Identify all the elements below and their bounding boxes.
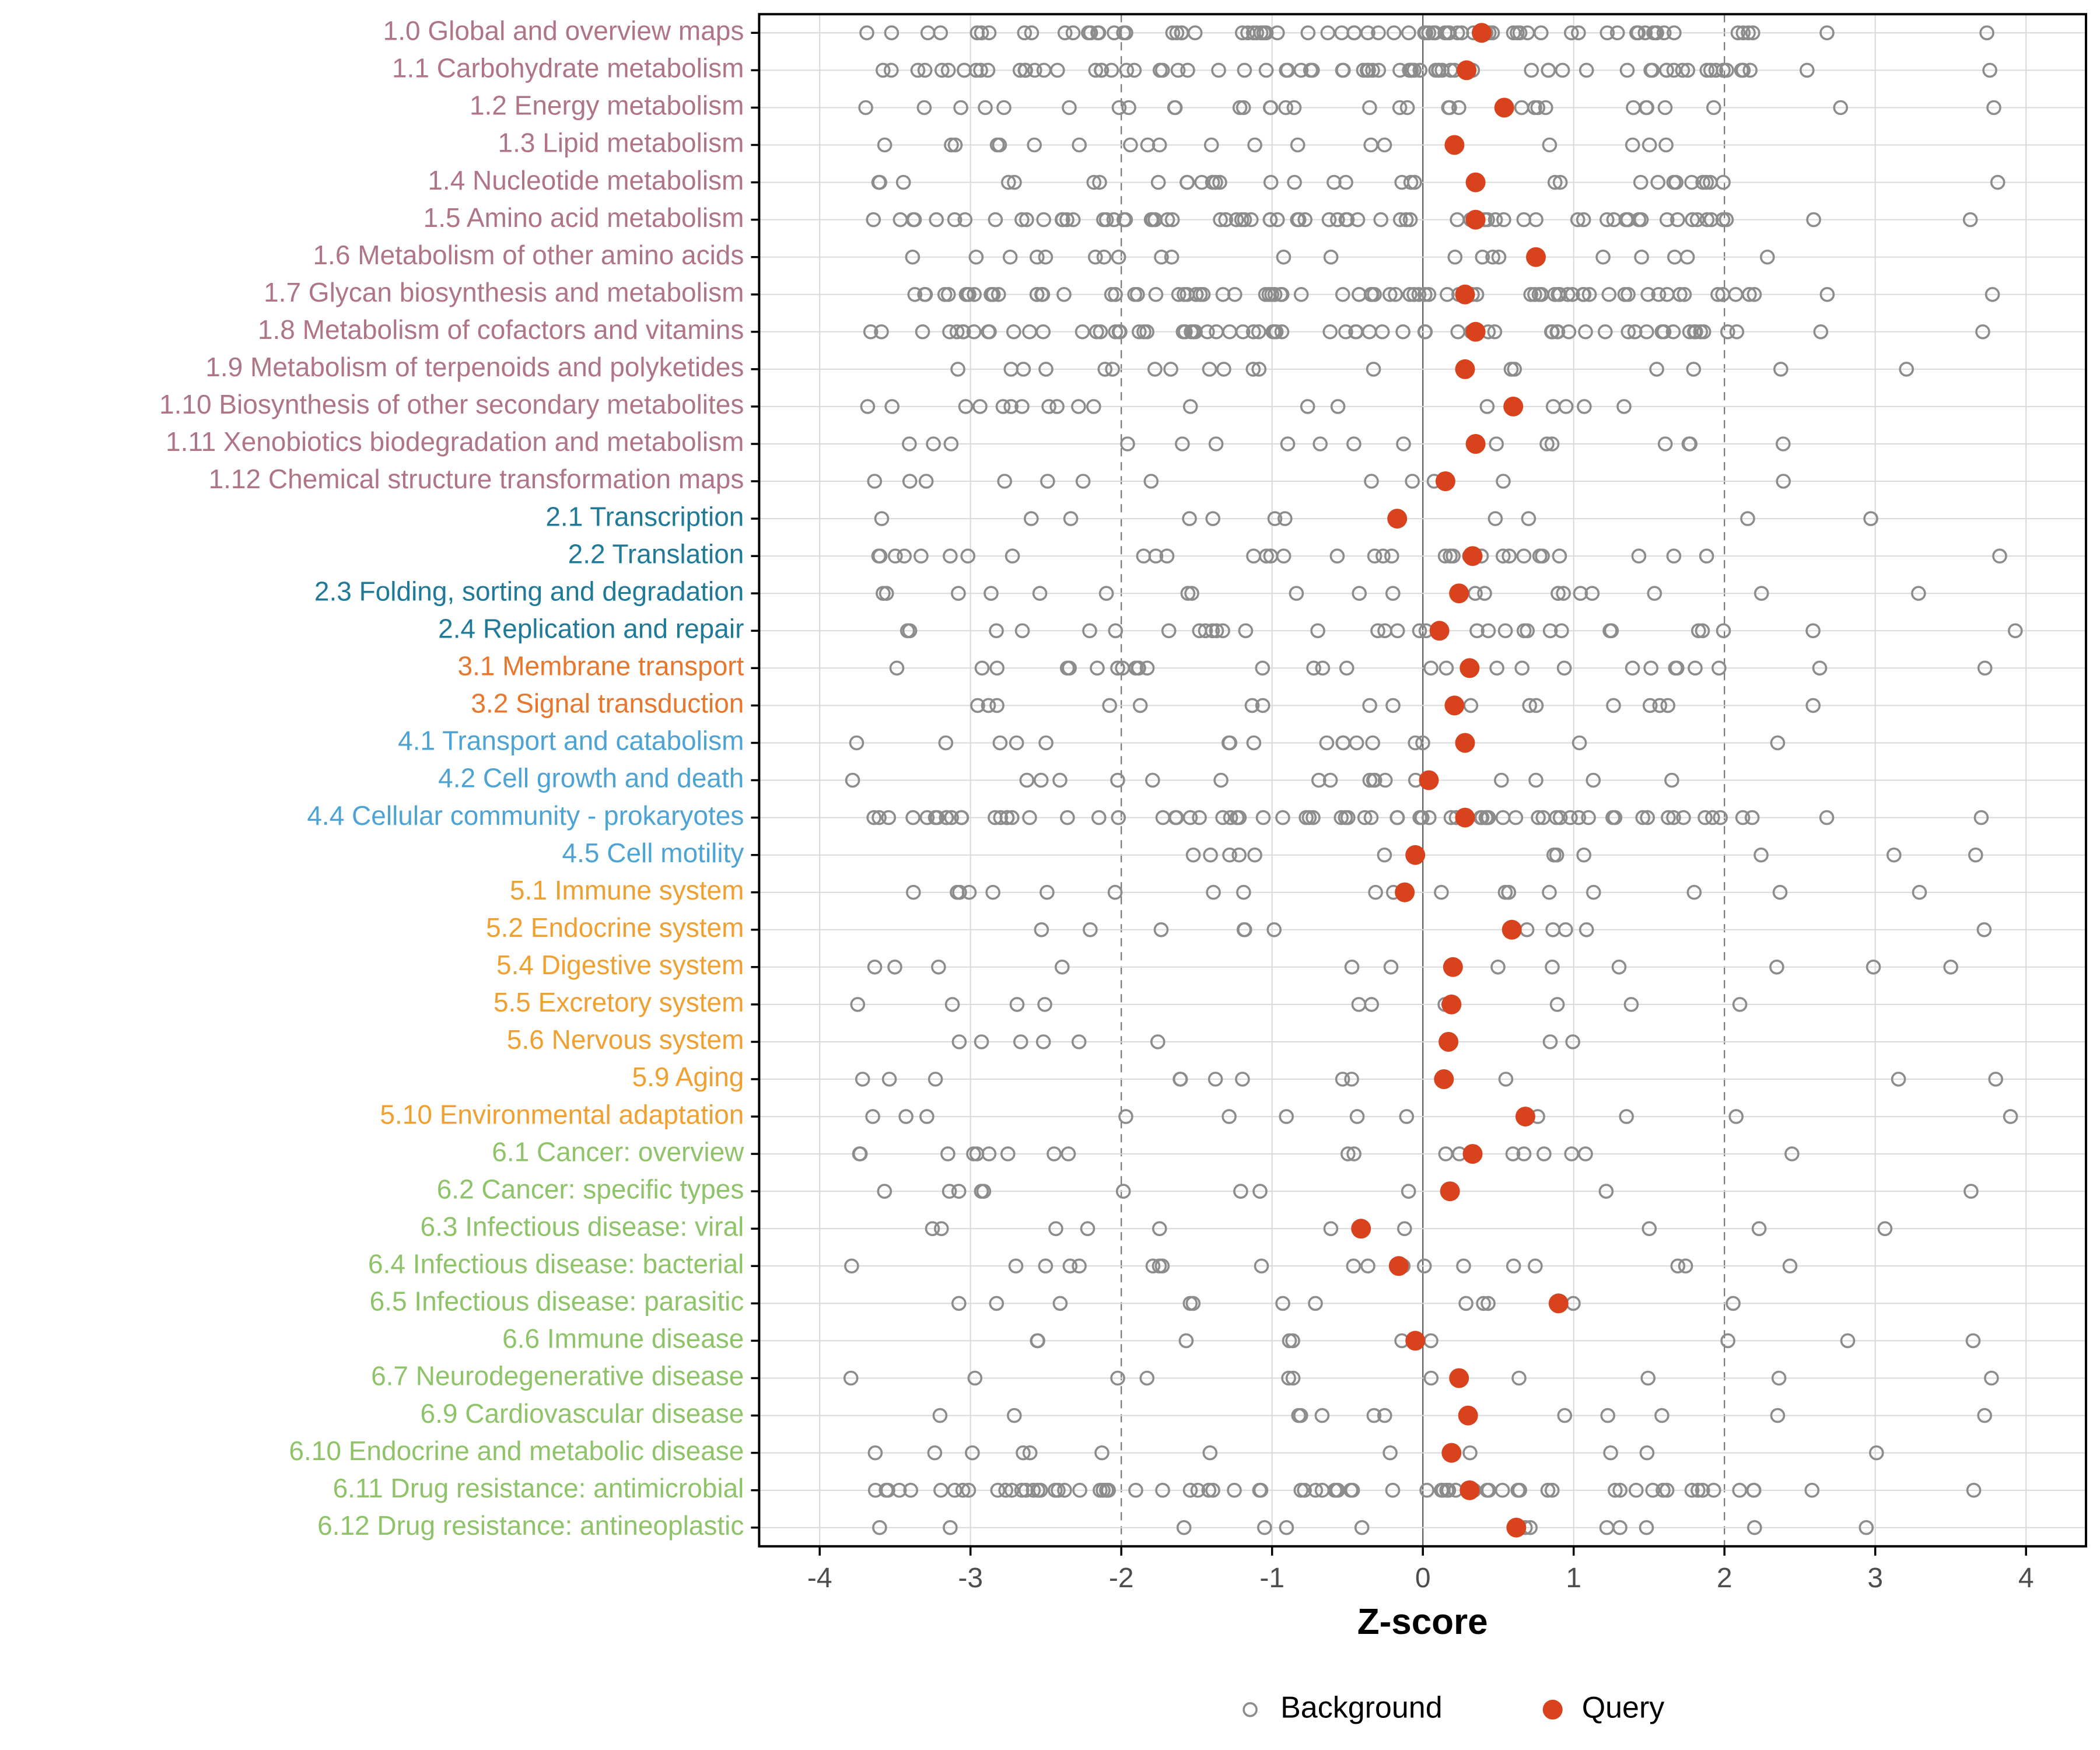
svg-text:5.10 Environmental adaptation: 5.10 Environmental adaptation — [380, 1099, 744, 1129]
svg-text:6.11 Drug resistance: antimicr: 6.11 Drug resistance: antimicrobial — [333, 1473, 744, 1503]
svg-text:4: 4 — [2018, 1563, 2034, 1594]
svg-text:2.4 Replication and repair: 2.4 Replication and repair — [438, 613, 744, 643]
svg-text:6.1 Cancer: overview: 6.1 Cancer: overview — [492, 1136, 744, 1167]
svg-text:1.4 Nucleotide metabolism: 1.4 Nucleotide metabolism — [428, 165, 744, 195]
svg-text:Query: Query — [1582, 1691, 1665, 1725]
svg-text:6.4 Infectious disease: bacter: 6.4 Infectious disease: bacterial — [368, 1248, 744, 1279]
svg-text:6.2 Cancer: specific types: 6.2 Cancer: specific types — [437, 1174, 744, 1204]
svg-text:Background: Background — [1280, 1691, 1443, 1725]
svg-text:6.7 Neurodegenerative disease: 6.7 Neurodegenerative disease — [371, 1361, 744, 1391]
svg-text:1: 1 — [1566, 1563, 1581, 1594]
svg-text:4.4 Cellular community - proka: 4.4 Cellular community - prokaryotes — [307, 800, 744, 831]
svg-text:Z-score: Z-score — [1357, 1602, 1488, 1642]
svg-text:1.0 Global and overview maps: 1.0 Global and overview maps — [383, 15, 744, 46]
svg-text:6.6 Immune disease: 6.6 Immune disease — [502, 1324, 744, 1354]
svg-text:5.5 Excretory system: 5.5 Excretory system — [494, 987, 744, 1017]
svg-text:6.5 Infectious disease: parasi: 6.5 Infectious disease: parasitic — [370, 1286, 744, 1317]
svg-text:6.3 Infectious disease: viral: 6.3 Infectious disease: viral — [421, 1211, 744, 1241]
svg-text:-4: -4 — [807, 1563, 832, 1594]
svg-text:-1: -1 — [1259, 1563, 1284, 1594]
svg-text:-3: -3 — [958, 1563, 983, 1594]
svg-text:1.2 Energy metabolism: 1.2 Energy metabolism — [470, 90, 744, 121]
svg-text:2.1 Transcription: 2.1 Transcription — [545, 501, 744, 531]
svg-text:2.2 Translation: 2.2 Translation — [568, 538, 744, 569]
svg-text:1.7 Glycan biosynthesis and me: 1.7 Glycan biosynthesis and metabolism — [264, 277, 744, 307]
svg-text:1.6 Metabolism of other amino: 1.6 Metabolism of other amino acids — [313, 240, 744, 270]
svg-text:3.2 Signal transduction: 3.2 Signal transduction — [471, 688, 744, 719]
svg-text:1.10 Biosynthesis of other sec: 1.10 Biosynthesis of other secondary met… — [159, 389, 744, 419]
svg-text:3: 3 — [1867, 1563, 1883, 1594]
svg-text:1.9 Metabolism of terpenoids a: 1.9 Metabolism of terpenoids and polyket… — [205, 352, 744, 382]
svg-text:1.5 Amino acid metabolism: 1.5 Amino acid metabolism — [424, 202, 744, 233]
svg-text:5.6 Nervous system: 5.6 Nervous system — [507, 1024, 744, 1055]
svg-text:1.1 Carbohydrate metabolism: 1.1 Carbohydrate metabolism — [392, 53, 744, 83]
svg-text:2: 2 — [1717, 1563, 1732, 1594]
svg-text:1.11 Xenobiotics biodegradatio: 1.11 Xenobiotics biodegradation and meta… — [166, 426, 744, 457]
svg-text:5.4 Digestive system: 5.4 Digestive system — [496, 950, 744, 980]
svg-text:1.3 Lipid metabolism: 1.3 Lipid metabolism — [498, 128, 744, 158]
svg-text:6.9 Cardiovascular disease: 6.9 Cardiovascular disease — [421, 1398, 744, 1429]
svg-text:0: 0 — [1415, 1563, 1431, 1594]
svg-text:4.5 Cell motility: 4.5 Cell motility — [562, 838, 744, 868]
svg-text:5.2 Endocrine system: 5.2 Endocrine system — [486, 912, 744, 943]
svg-text:1.8 Metabolism of cofactors an: 1.8 Metabolism of cofactors and vitamins — [258, 314, 744, 345]
svg-text:3.1 Membrane transport: 3.1 Membrane transport — [457, 650, 744, 681]
svg-text:5.1 Immune system: 5.1 Immune system — [510, 875, 744, 905]
svg-text:4.1 Transport and catabolism: 4.1 Transport and catabolism — [398, 726, 744, 756]
svg-text:2.3 Folding, sorting and degra: 2.3 Folding, sorting and degradation — [314, 576, 744, 606]
svg-text:5.9 Aging: 5.9 Aging — [632, 1062, 744, 1092]
svg-text:6.12 Drug resistance: antineop: 6.12 Drug resistance: antineoplastic — [317, 1510, 744, 1541]
svg-text:-2: -2 — [1109, 1563, 1134, 1594]
svg-text:6.10 Endocrine and metabolic d: 6.10 Endocrine and metabolic disease — [289, 1436, 744, 1466]
svg-text:4.2 Cell growth and death: 4.2 Cell growth and death — [438, 763, 744, 793]
svg-text:1.12 Chemical structure transf: 1.12 Chemical structure transformation m… — [209, 464, 744, 494]
